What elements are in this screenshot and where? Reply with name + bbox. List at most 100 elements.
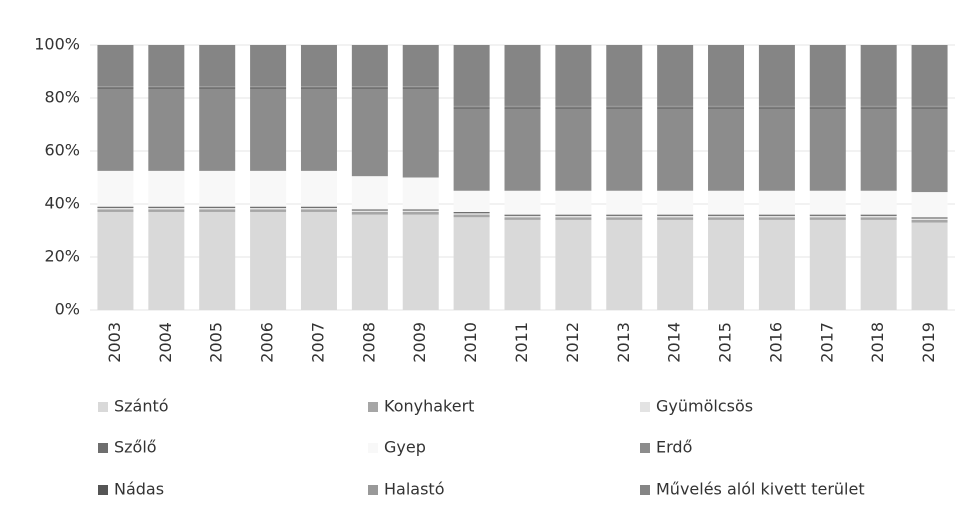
bar-segment <box>504 108 541 191</box>
legend-label: Erdő <box>656 438 692 457</box>
bar-segment <box>351 214 388 310</box>
bar-segment <box>199 88 236 171</box>
bar-segment <box>199 45 236 87</box>
bar-segment <box>606 219 643 310</box>
bar-segment <box>657 45 694 106</box>
bar-segment <box>657 219 694 310</box>
bar-segment <box>911 105 948 108</box>
bar-segment <box>911 107 948 109</box>
bar-segment <box>657 105 694 108</box>
bar-segment <box>199 211 236 310</box>
legend-swatch <box>98 485 108 495</box>
bar-segment <box>809 107 846 109</box>
x-tick-label: 2011 <box>512 322 531 363</box>
bar-segment <box>453 105 490 108</box>
legend-swatch <box>640 402 650 412</box>
bar-segment <box>809 217 846 220</box>
bar-segment <box>860 105 897 108</box>
bar-segment <box>402 209 439 211</box>
bar-segment <box>911 218 948 220</box>
bar-segment <box>250 211 287 310</box>
x-tick-label: 2010 <box>461 322 480 363</box>
bar-segment <box>758 214 795 216</box>
x-tick-label: 2016 <box>766 322 785 363</box>
bar-segment <box>657 190 694 215</box>
bar-segment <box>758 108 795 191</box>
bar-segment <box>809 190 846 215</box>
bar-segment <box>351 211 388 215</box>
bar-segment <box>453 190 490 212</box>
bar-segment <box>911 217 948 219</box>
bar-segment <box>300 88 337 171</box>
x-tick-label: 2003 <box>105 322 124 363</box>
bar-segment <box>708 105 745 108</box>
bar-segment <box>148 207 185 210</box>
bar-segment <box>402 86 439 88</box>
bar-segment <box>453 213 490 215</box>
bar-segment <box>911 108 948 193</box>
bar-segment <box>758 45 795 106</box>
x-tick-label: 2017 <box>817 322 836 363</box>
y-tick-label: 60% <box>44 141 80 160</box>
bar-segment <box>606 45 643 106</box>
bar-segment <box>148 209 185 212</box>
y-tick-label: 40% <box>44 194 80 213</box>
bar-segment <box>402 214 439 310</box>
bar-segment <box>911 222 948 310</box>
bar-segment <box>657 108 694 191</box>
bar-segment <box>199 206 236 208</box>
bar-segment <box>860 190 897 215</box>
bar-segment <box>351 45 388 87</box>
legend-label: Gyümölcsös <box>656 397 753 416</box>
x-tick-label: 2012 <box>563 322 582 363</box>
bar-segment <box>250 86 287 88</box>
bar-segment <box>504 190 541 215</box>
legend-swatch <box>98 443 108 453</box>
bar-segment <box>708 108 745 191</box>
bar-segment <box>758 190 795 215</box>
legend-label: Szántó <box>114 397 169 416</box>
x-tick-label: 2004 <box>156 322 175 363</box>
bar-segment <box>402 210 439 212</box>
x-tick-label: 2009 <box>410 322 429 363</box>
bar-segment <box>555 219 592 310</box>
y-tick-label: 100% <box>34 35 80 54</box>
y-tick-label: 80% <box>44 88 80 107</box>
bar-segment <box>758 215 795 218</box>
bar-segment <box>250 207 287 210</box>
bar-segment <box>708 214 745 216</box>
bar-segment <box>504 214 541 216</box>
bar-segment <box>453 217 490 310</box>
legend-label: Szőlő <box>114 438 157 457</box>
bar-segment <box>606 215 643 218</box>
bar-segment <box>555 214 592 216</box>
x-tick-label: 2015 <box>716 322 735 363</box>
legend-label: Nádas <box>114 480 164 499</box>
bar-segment <box>300 206 337 208</box>
y-tick-label: 0% <box>55 300 80 319</box>
bar-segment <box>351 176 388 210</box>
bar-segment <box>911 219 948 223</box>
bar-segment <box>97 87 134 89</box>
bar-segment <box>555 190 592 215</box>
x-tick-label: 2018 <box>868 322 887 363</box>
legend-label: Halastó <box>384 480 444 499</box>
bar-segment <box>199 209 236 212</box>
bar-segment <box>97 45 134 87</box>
bar-segment <box>402 211 439 215</box>
bar-segment <box>708 217 745 220</box>
bar-segment <box>657 107 694 109</box>
bar-segment <box>860 219 897 310</box>
bar-segment <box>148 88 185 171</box>
bar-segment <box>300 211 337 310</box>
bar-segment <box>860 108 897 191</box>
bar-segment <box>860 107 897 109</box>
bar-segment <box>860 215 897 218</box>
bar-segment <box>911 45 948 106</box>
bar-segment <box>860 217 897 220</box>
bar-segment <box>809 215 846 218</box>
legend-swatch <box>368 402 378 412</box>
bar-segment <box>860 214 897 216</box>
bar-segment <box>606 190 643 215</box>
bar-segment <box>809 214 846 216</box>
